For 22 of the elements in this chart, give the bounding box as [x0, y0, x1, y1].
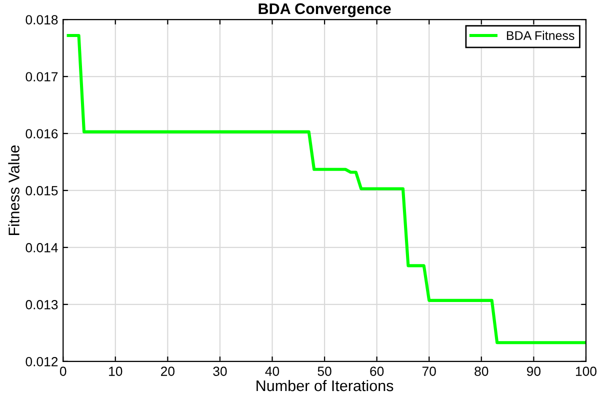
x-tick-label: 20	[161, 366, 174, 376]
y-tick-label: 0.014	[26, 243, 58, 252]
legend-label: BDA Fitness	[506, 30, 574, 40]
x-tick-label: 10	[109, 366, 122, 376]
chart-title: BDA Convergence	[258, 3, 391, 18]
x-tick-label: 90	[526, 366, 541, 376]
y-axis-title: Fitness Value	[8, 145, 20, 235]
y-tick-label: 0.013	[26, 300, 58, 310]
x-tick-label: 70	[422, 366, 436, 376]
x-tick-label: 30	[213, 366, 227, 376]
x-tick-label: 100	[576, 366, 596, 376]
x-axis-title: Number of Iterations	[256, 380, 394, 392]
y-tick-label: 0.012	[26, 356, 58, 366]
x-tick-label: 0	[60, 366, 66, 376]
x-tick-label: 60	[370, 366, 384, 376]
x-tick-label: 50	[318, 366, 332, 376]
y-tick-label: 0.017	[26, 72, 58, 82]
x-tick-label: 40	[265, 366, 280, 376]
x-tick-label: 80	[474, 366, 488, 376]
y-tick-label: 0.015	[26, 186, 58, 196]
y-tick-label: 0.018	[26, 15, 58, 24]
y-tick-label: 0.016	[26, 129, 58, 138]
